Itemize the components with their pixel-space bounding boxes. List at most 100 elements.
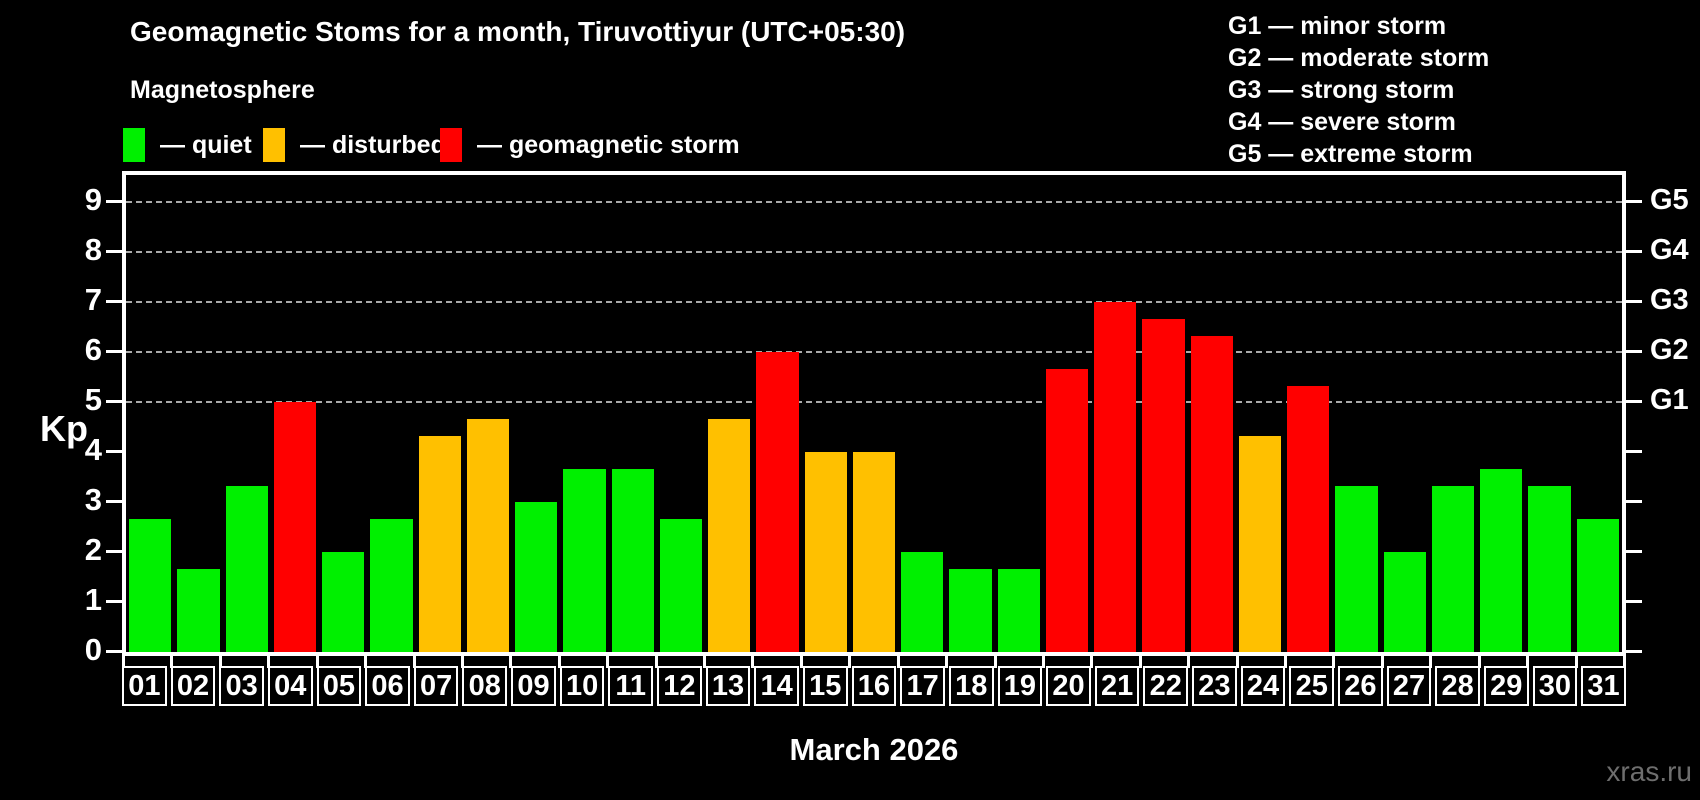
day-label-28: 28	[1435, 666, 1480, 706]
day-label-16: 16	[851, 666, 897, 706]
day-label-05: 05	[316, 666, 362, 706]
gridline-kp5	[126, 401, 1622, 403]
x-tick-15	[848, 656, 852, 668]
right-tick-7	[1626, 300, 1642, 303]
kp-bar-day-29	[1480, 468, 1523, 652]
day-label-14: 14	[754, 666, 799, 706]
day-label-10: 10	[559, 666, 605, 706]
kp-bar-day-04	[273, 402, 317, 652]
kp-bar-day-10	[563, 468, 606, 652]
day-label-18: 18	[948, 666, 994, 706]
day-label-27: 27	[1386, 666, 1432, 706]
g-axis-label-G5: G5	[1650, 184, 1689, 216]
day-label-31: 31	[1581, 666, 1626, 706]
x-axis-line	[122, 652, 1626, 656]
day-label-17: 17	[900, 666, 945, 706]
day-label-04: 04	[267, 666, 313, 706]
day-label-row: 01 02 03 04 05 06 07 08 09 10 11 12 13 14 15 16 17 18 19 20…	[122, 666, 1626, 706]
x-tick-21	[1138, 656, 1142, 668]
day-label-06: 06	[365, 666, 410, 706]
x-tick-7	[460, 656, 464, 668]
x-tick-11	[654, 656, 658, 668]
x-tick-1	[170, 656, 174, 668]
kp-bar-day-16	[852, 452, 896, 652]
watermark: xras.ru	[1606, 756, 1692, 787]
y-tick-7	[106, 300, 122, 303]
x-tick-14	[799, 656, 803, 668]
g-axis-label-G1: G1	[1650, 384, 1689, 416]
kp-bar-day-30	[1528, 485, 1571, 652]
day-label-09: 09	[511, 666, 556, 706]
kp-bar-day-25	[1287, 385, 1330, 652]
day-label-30: 30	[1532, 666, 1578, 706]
kp-bar-day-12	[659, 518, 703, 652]
chart-title: Geomagnetic Stoms for a month, Tiruvotti…	[130, 16, 906, 47]
legend-item-storm: — geomagnetic storm	[440, 126, 740, 164]
right-tick-1	[1626, 600, 1642, 603]
kp-bar-day-02	[177, 568, 220, 652]
x-tick-12	[703, 656, 707, 668]
right-tick-0	[1626, 650, 1642, 653]
magnetosphere-subtitle: Magnetosphere	[130, 76, 315, 104]
x-tick-24	[1284, 656, 1288, 668]
day-label-01: 01	[122, 666, 167, 706]
y-axis-title: Kp	[40, 408, 88, 449]
day-label-03: 03	[219, 666, 264, 706]
right-tick-6	[1626, 350, 1642, 353]
x-tick-28	[1477, 656, 1481, 668]
x-tick-29	[1526, 656, 1530, 668]
x-tick-5	[364, 656, 368, 668]
day-label-22: 22	[1143, 666, 1189, 706]
day-label-21: 21	[1094, 666, 1140, 706]
kp-bar-day-19	[997, 568, 1040, 652]
legend-label-disturbed: — disturbed	[300, 130, 446, 159]
quiet-swatch-icon	[123, 128, 145, 162]
day-label-26: 26	[1338, 666, 1383, 706]
kp-bar-day-27	[1383, 552, 1426, 652]
day-label-24: 24	[1240, 666, 1286, 706]
kp-bar-day-03	[225, 485, 268, 652]
x-tick-0	[122, 656, 125, 668]
day-label-11: 11	[608, 666, 654, 706]
month-title: March 2026	[789, 732, 959, 767]
right-tick-3	[1626, 500, 1642, 503]
kp-bar-day-05	[322, 552, 365, 652]
g-scale-legend: G1 — minor storm G2 — moderate storm G3 …	[1228, 10, 1489, 170]
gridline-kp9	[126, 201, 1622, 203]
x-tick-10	[606, 656, 610, 668]
right-tick-9	[1626, 200, 1642, 203]
kp-bar-day-22	[1142, 318, 1185, 652]
x-tick-26	[1380, 656, 1384, 668]
right-tick-5	[1626, 400, 1642, 403]
x-tick-8	[509, 656, 513, 668]
y-tick-3	[106, 500, 122, 503]
g2-legend-line: G2 — moderate storm	[1228, 44, 1490, 72]
x-tick-30	[1574, 656, 1578, 668]
storm-swatch-icon	[440, 128, 462, 162]
right-axis-line	[1622, 171, 1626, 656]
day-label-25: 25	[1289, 666, 1335, 706]
g3-legend-line: G3 — strong storm	[1228, 76, 1455, 104]
x-tick-13	[751, 656, 755, 668]
y-tick-label-5: 5	[84, 382, 102, 417]
x-tick-20	[1090, 656, 1094, 668]
legend-item-quiet: — quiet	[123, 126, 252, 164]
day-label-19: 19	[997, 666, 1043, 706]
kp-bar-day-17	[901, 552, 944, 652]
kp-bar-day-06	[370, 518, 413, 652]
x-tick-18	[993, 656, 997, 668]
x-tick-9	[557, 656, 561, 668]
x-tick-3	[267, 656, 271, 668]
day-label-08: 08	[462, 666, 508, 706]
y-tick-label-1: 1	[84, 582, 102, 617]
y-tick-2	[106, 550, 122, 553]
day-label-12: 12	[657, 666, 702, 706]
kp-bar-day-18	[949, 568, 992, 652]
x-tick-19	[1041, 656, 1045, 668]
day-label-29: 29	[1483, 666, 1529, 706]
y-tick-4	[106, 450, 122, 453]
y-tick-label-0: 0	[84, 632, 102, 667]
day-label-20: 20	[1046, 666, 1091, 706]
x-tick-4	[315, 656, 319, 668]
day-label-15: 15	[802, 666, 848, 706]
